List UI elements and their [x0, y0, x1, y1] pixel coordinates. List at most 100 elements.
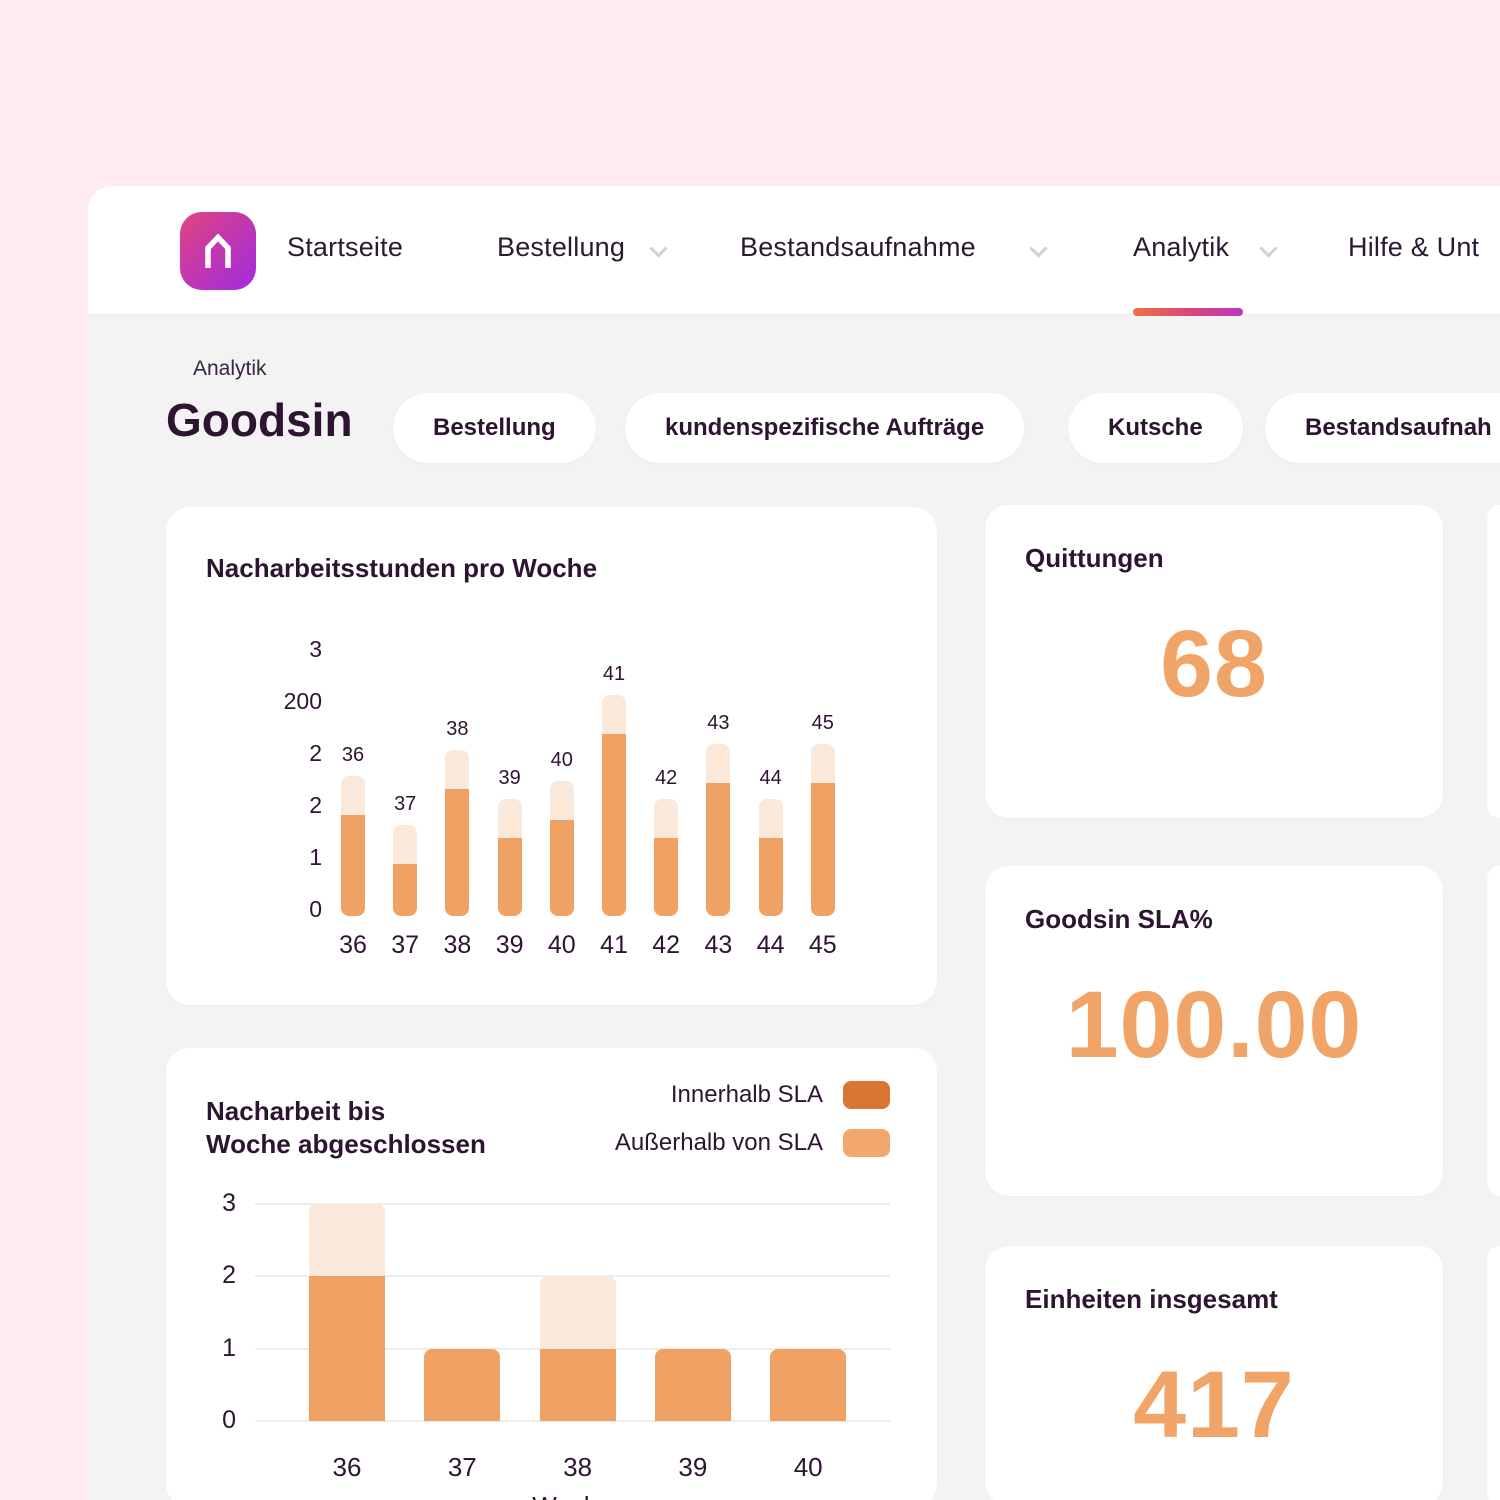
x-tick-label: 40	[547, 931, 576, 959]
y-tick-label: 1	[222, 1333, 236, 1362]
bar-segment-within-sla	[770, 1348, 847, 1421]
nav-item-startseite[interactable]: Startseite	[287, 232, 404, 262]
bar-value-label: 42	[655, 767, 678, 789]
stat-title: Goodsin SLA%	[1025, 904, 1213, 934]
y-tick-label: 3	[222, 1188, 236, 1217]
x-tick-label: 36	[339, 931, 367, 959]
x-tick-label: 45	[808, 931, 837, 959]
nav-item-bestandsaufnahme[interactable]: Bestandsaufnahme	[740, 232, 976, 262]
bar-segment-within-sla	[602, 734, 626, 916]
x-tick-label: 44	[756, 931, 785, 959]
legend-item-ausserhalb-sla: Außerhalb von SLA	[615, 1129, 890, 1157]
legend-label: Innerhalb SLA	[670, 1081, 823, 1108]
stat-card-quittungen: Quittungen 68	[985, 505, 1443, 818]
x-tick-label: 39	[678, 1452, 708, 1482]
bar-segment-outside-sla	[341, 775, 365, 815]
card-nacharbeitsstunden-pro-woche: Nacharbeitsstunden pro Woche 3 200 2 2 1 0 36 3…	[166, 507, 937, 1005]
bar-segment-outside-sla	[549, 780, 574, 820]
bar-chart-nacharbeit-abgeschlossen: 3 2 1 0 36 37 38 39 40 Woche	[166, 1048, 937, 1500]
y-tick-label: 0	[222, 1406, 236, 1434]
x-tick-label: 41	[600, 931, 628, 959]
bar-segment-outside-sla	[706, 744, 731, 784]
y-tick-label: 3	[309, 636, 322, 662]
bar-value-label: 44	[759, 767, 782, 789]
chart-title: Nacharbeit bis Woche abgeschlossen	[206, 1095, 486, 1161]
bar-value-label: 37	[394, 793, 417, 815]
card-nacharbeit-bis-woche-abgeschlossen: Nacharbeit bis Woche abgeschlossen Inner…	[166, 1048, 937, 1500]
bar-segment-within-sla	[309, 1276, 385, 1421]
y-tick-label: 1	[309, 844, 322, 870]
top-navigation-bar	[88, 186, 1500, 315]
bar-value-label: 40	[550, 748, 573, 771]
bar-segment-within-sla	[810, 783, 835, 916]
filter-pill-kutsche[interactable]: Kutsche	[1068, 393, 1243, 463]
app-logo[interactable]	[180, 212, 256, 290]
bar-value-label: 39	[498, 767, 521, 789]
stat-card-goodsin-sla: Goodsin SLA% 100.00	[985, 866, 1443, 1196]
bar-segment-outside-sla	[309, 1203, 385, 1276]
nav-item-bestellung[interactable]: Bestellung	[497, 232, 626, 262]
y-tick-label: 2	[222, 1261, 236, 1289]
nav-item-hilfe[interactable]: Hilfe & Unt	[1348, 232, 1480, 262]
bar-chart-nacharbeitsstunden: 3 200 2 2 1 0 36 36 37 37 38 38 39 39 40 40 41 41 42 42 43 43…	[166, 507, 937, 1005]
clipped-card-edge	[1487, 866, 1500, 1196]
stat-value: 417	[1133, 1352, 1295, 1458]
y-tick-label: 2	[309, 792, 322, 818]
chart-title: Nacharbeitsstunden pro Woche	[206, 553, 598, 583]
bar-value-label: 36	[341, 743, 365, 766]
bar-segment-outside-sla	[445, 749, 470, 789]
active-nav-underline	[1133, 308, 1243, 316]
bar-value-label: 41	[602, 663, 626, 685]
bar-segment-within-sla	[706, 783, 731, 916]
x-tick-label: 40	[793, 1452, 823, 1482]
bar-segment-within-sla	[654, 1348, 731, 1421]
bar-segment-within-sla	[549, 819, 574, 916]
x-tick-label: 43	[704, 931, 733, 959]
bar-segment-outside-sla	[602, 695, 626, 734]
bar-segment-outside-sla	[758, 799, 783, 838]
stat-title: Einheiten insgesamt	[1025, 1284, 1278, 1314]
bar-value-label: 45	[811, 712, 834, 735]
clipped-card-edge	[1487, 505, 1500, 818]
bar-segment-within-sla	[539, 1348, 616, 1421]
stat-value: 100.00	[1065, 972, 1363, 1078]
legend-label: Außerhalb von SLA	[614, 1129, 823, 1156]
x-axis-label: Woche	[513, 1491, 633, 1500]
bar-segment-within-sla	[654, 838, 679, 916]
x-tick-label: 39	[495, 931, 524, 959]
chart-title-line-1: Nacharbeit bis	[206, 1096, 386, 1126]
filter-pill-bestandsaufnahme[interactable]: Bestandsaufnah	[1265, 393, 1500, 463]
x-tick-label: 38	[443, 931, 472, 959]
x-tick-label: 38	[563, 1452, 593, 1482]
filter-pill-kundenspezifische-auftraege[interactable]: kundenspezifische Aufträge	[625, 393, 1025, 463]
bar-segment-outside-sla	[393, 825, 418, 864]
nav-item-analytik[interactable]: Analytik	[1133, 232, 1230, 262]
filter-pill-bestellung[interactable]: Bestellung	[393, 393, 596, 463]
bar-segment-within-sla	[497, 838, 522, 916]
clipped-card-edge	[1487, 1246, 1500, 1500]
legend-swatch-ausserhalb-sla	[843, 1129, 890, 1157]
legend-swatch-innerhalb-sla	[843, 1081, 890, 1109]
stat-value: 68	[1160, 611, 1268, 717]
home-icon	[195, 227, 241, 275]
stat-card-einheiten-insgesamt: Einheiten insgesamt 417	[985, 1246, 1443, 1500]
chart-gridline	[255, 1202, 890, 1205]
breadcrumb: Analytik	[193, 357, 267, 380]
x-tick-label: 37	[447, 1452, 477, 1482]
chart-title-line-2: Woche abgeschlossen	[206, 1129, 486, 1159]
bar-segment-within-sla	[445, 788, 470, 916]
x-tick-label: 42	[652, 931, 681, 959]
bar-segment-outside-sla	[654, 799, 679, 838]
bar-segment-within-sla	[341, 814, 365, 916]
bar-segment-outside-sla	[539, 1276, 616, 1349]
legend-item-innerhalb-sla: Innerhalb SLA	[671, 1081, 890, 1109]
y-tick-label: 2	[309, 740, 322, 766]
bar-segment-within-sla	[758, 838, 783, 916]
y-tick-label: 200	[283, 688, 322, 714]
x-tick-label: 36	[332, 1452, 362, 1482]
bar-segment-outside-sla	[810, 744, 835, 784]
bar-value-label: 38	[446, 717, 469, 740]
x-tick-label: 37	[391, 931, 420, 959]
bar-segment-within-sla	[424, 1348, 501, 1421]
